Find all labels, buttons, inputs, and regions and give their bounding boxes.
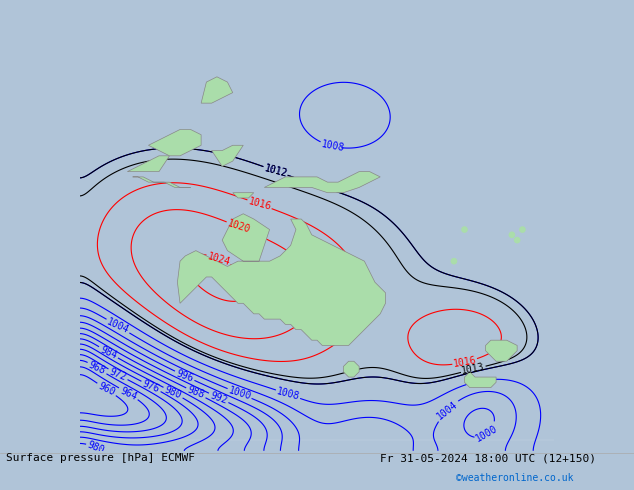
Text: 1024: 1024: [206, 251, 231, 267]
Polygon shape: [212, 145, 243, 167]
Text: Fr 31-05-2024 18:00 UTC (12+150): Fr 31-05-2024 18:00 UTC (12+150): [380, 453, 597, 463]
Circle shape: [462, 227, 467, 232]
Text: 980: 980: [163, 385, 183, 400]
Text: 1008: 1008: [275, 386, 301, 402]
Circle shape: [520, 227, 525, 232]
Text: 1004: 1004: [105, 317, 131, 336]
Text: 1012: 1012: [263, 163, 288, 179]
Circle shape: [451, 259, 456, 264]
Polygon shape: [127, 156, 169, 171]
Text: 972: 972: [108, 367, 128, 382]
Text: 980: 980: [86, 440, 106, 456]
Text: 1016: 1016: [452, 355, 477, 369]
Polygon shape: [148, 129, 201, 156]
Text: 1000: 1000: [227, 385, 252, 402]
Text: 1000: 1000: [474, 424, 499, 444]
Text: 960: 960: [96, 381, 117, 398]
Text: 1008: 1008: [320, 139, 345, 153]
Polygon shape: [465, 372, 496, 388]
Text: 1020: 1020: [226, 219, 251, 235]
Polygon shape: [178, 214, 385, 345]
Polygon shape: [344, 361, 359, 377]
Polygon shape: [201, 77, 233, 103]
Text: 1013: 1013: [461, 362, 486, 376]
Text: 1012: 1012: [263, 163, 288, 179]
Text: 984: 984: [98, 344, 119, 361]
Polygon shape: [233, 193, 254, 198]
Text: 988: 988: [186, 385, 206, 401]
Polygon shape: [486, 340, 517, 361]
Text: 976: 976: [141, 378, 161, 394]
Text: 992: 992: [209, 390, 229, 406]
Text: ©weatheronline.co.uk: ©weatheronline.co.uk: [456, 473, 574, 483]
Text: 1016: 1016: [247, 196, 272, 212]
Circle shape: [509, 232, 515, 238]
Text: 996: 996: [175, 368, 195, 384]
Text: 1004: 1004: [436, 399, 460, 421]
Polygon shape: [264, 172, 380, 193]
Text: 968: 968: [87, 360, 107, 376]
Text: 964: 964: [119, 385, 138, 402]
Polygon shape: [133, 177, 191, 187]
Text: Surface pressure [hPa] ECMWF: Surface pressure [hPa] ECMWF: [6, 453, 195, 463]
Circle shape: [515, 238, 520, 243]
